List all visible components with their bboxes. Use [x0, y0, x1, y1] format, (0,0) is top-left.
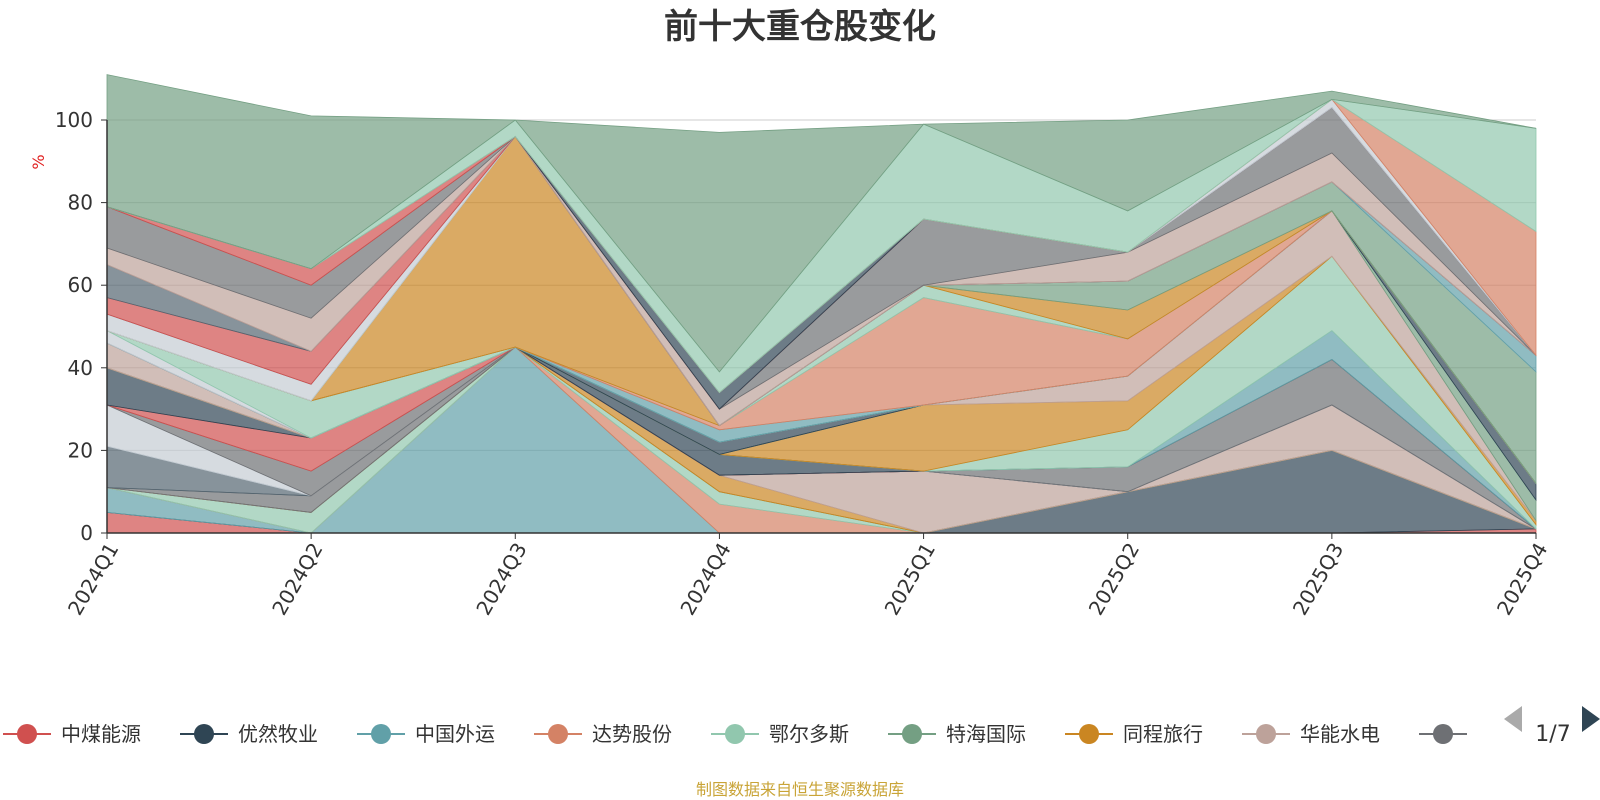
y-tick-label: 60: [68, 273, 93, 297]
y-axis-unit: %: [29, 154, 48, 169]
x-tick-label: 2024Q4: [675, 539, 735, 620]
legend-item[interactable]: [1419, 724, 1467, 744]
legend-prev-arrow-icon[interactable]: [1504, 706, 1522, 732]
y-tick-label: 40: [68, 356, 93, 380]
stacked-areas: [106, 74, 1537, 534]
legend-marker-icon: [1433, 724, 1453, 744]
legend-label: 中国外运: [415, 722, 495, 746]
legend-marker-icon: [902, 724, 922, 744]
x-tick-label: 2025Q4: [1492, 539, 1552, 620]
legend-label: 华能水电: [1300, 722, 1380, 746]
legend-item[interactable]: 中国外运: [357, 722, 495, 746]
x-tick-label: 2024Q2: [267, 539, 327, 620]
legend-marker-icon: [1256, 724, 1276, 744]
legend-next-arrow-icon[interactable]: [1582, 706, 1600, 732]
legend-item[interactable]: 华能水电: [1242, 722, 1380, 746]
legend-label: 特海国际: [946, 722, 1026, 746]
x-tick-label: 2025Q2: [1084, 539, 1144, 620]
legend: 中煤能源 优然牧业 中国外运 达势股份 鄂尔多斯 特海国际 同程旅行 华能水电: [3, 722, 1467, 746]
x-tick-label: 2025Q1: [880, 539, 940, 620]
legend-item[interactable]: 特海国际: [888, 722, 1026, 746]
legend-marker-icon: [548, 724, 568, 744]
legend-item[interactable]: 优然牧业: [180, 722, 318, 746]
legend-marker-icon: [194, 724, 214, 744]
x-tick-label: 2024Q3: [471, 539, 531, 620]
y-tick-label: 100: [55, 108, 93, 132]
y-tick-label: 80: [68, 191, 93, 215]
legend-label: 达势股份: [592, 722, 672, 746]
y-tick-label: 0: [80, 521, 93, 545]
legend-marker-icon: [725, 724, 745, 744]
legend-item[interactable]: 达势股份: [534, 722, 672, 746]
legend-item[interactable]: 同程旅行: [1065, 722, 1203, 746]
x-tick-label: 2024Q1: [63, 539, 123, 620]
legend-label: 中煤能源: [61, 722, 141, 746]
area-series-38[interactable]: [106, 74, 1537, 373]
legend-marker-icon: [17, 724, 37, 744]
legend-page-indicator: 1/7: [1535, 722, 1570, 747]
legend-pager: 1/7: [1504, 706, 1600, 747]
legend-label: 同程旅行: [1123, 722, 1203, 746]
legend-label: 鄂尔多斯: [769, 722, 849, 746]
legend-label: 优然牧业: [238, 722, 318, 746]
chart-title: 前十大重仓股变化: [664, 7, 936, 47]
legend-marker-icon: [1079, 724, 1099, 744]
source-note: 制图数据来自恒生聚源数据库: [696, 780, 904, 799]
legend-item[interactable]: 中煤能源: [3, 722, 141, 746]
legend-item[interactable]: 鄂尔多斯: [711, 722, 849, 746]
y-tick-label: 20: [68, 438, 93, 462]
legend-marker-icon: [371, 724, 391, 744]
x-tick-label: 2025Q3: [1288, 539, 1348, 620]
